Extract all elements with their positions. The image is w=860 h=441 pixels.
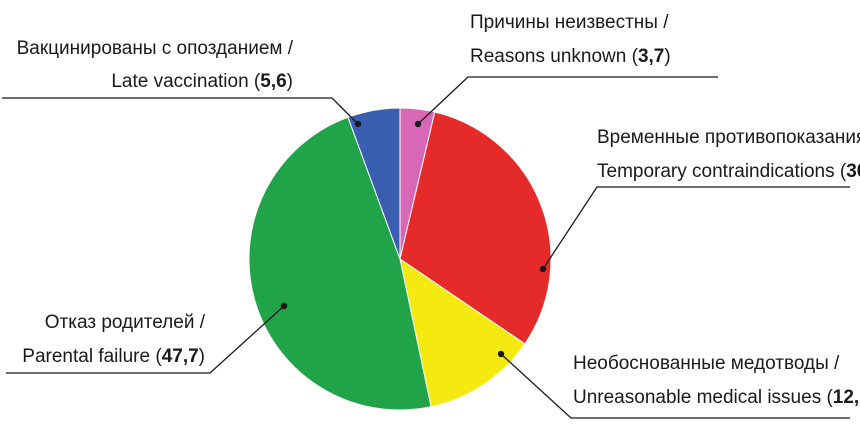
- leader-dot: [280, 302, 288, 310]
- paren-close: ): [664, 46, 670, 67]
- leader-line: [2, 97, 359, 125]
- value-label: 3,7: [638, 46, 664, 67]
- slice-label-reasons-unknown: Причины неизвестны / Reasons unknown (3,7…: [414, 12, 718, 128]
- value-label: 12,2: [833, 387, 860, 408]
- label-en: Late vaccination (5,6): [111, 71, 293, 92]
- label-en: Parental failure (47,7): [22, 346, 205, 367]
- paren-close: ): [199, 346, 205, 367]
- leader-line: [6, 305, 285, 374]
- value-label: 30,8: [846, 161, 860, 182]
- label-ru: Причины неизвестны /: [470, 12, 669, 33]
- pie-slice-unreasonable-medical-issues: [399, 257, 526, 408]
- label-en-text: Reasons unknown (: [470, 46, 639, 67]
- pie-slice-parental-failure: [248, 116, 432, 411]
- slice-label-parental-failure: Отказ родителей / Parental failure (47,7): [6, 302, 288, 374]
- leader-line: [500, 353, 850, 419]
- label-en: Reasons unknown (3,7): [470, 46, 671, 67]
- label-ru: Временные противопоказания /: [597, 127, 860, 148]
- paren-close: ): [287, 71, 293, 92]
- label-ru: Вакцинированы с опозданием /: [17, 38, 294, 59]
- slice-label-late-vaccination: Вакцинированы с опозданием / Late vaccina…: [2, 38, 362, 128]
- label-ru: Отказ родителей /: [45, 312, 206, 333]
- leader-line: [417, 76, 718, 125]
- label-ru: Необоснованные медотводы /: [573, 353, 840, 374]
- label-en-text: Unreasonable medical issues (: [573, 387, 833, 408]
- label-en-text: Temporary contraindications (: [597, 161, 847, 182]
- label-en-text: Late vaccination (: [111, 71, 261, 92]
- label-en-text: Parental failure (: [22, 346, 162, 367]
- label-en: Temporary contraindications (30,8): [597, 161, 860, 182]
- leader-dot: [354, 120, 362, 128]
- value-label: 5,6: [260, 71, 286, 92]
- pie-slices: [248, 107, 552, 411]
- slice-label-unreasonable-medical-issues: Необоснованные медотводы / Unreasonable m…: [497, 350, 860, 419]
- slice-label-temporary-contraindications: Временные противопоказания / Temporary co…: [539, 127, 860, 273]
- pie-slice-late-vaccination: [347, 107, 401, 260]
- leader-dot: [539, 265, 547, 273]
- leader-dot: [414, 120, 422, 128]
- value-label: 47,7: [162, 346, 199, 367]
- label-en: Unreasonable medical issues (12,2): [573, 387, 860, 408]
- leader-line: [542, 186, 850, 270]
- leader-dot: [497, 350, 505, 358]
- pie-slice-temporary-contraindications: [399, 111, 552, 345]
